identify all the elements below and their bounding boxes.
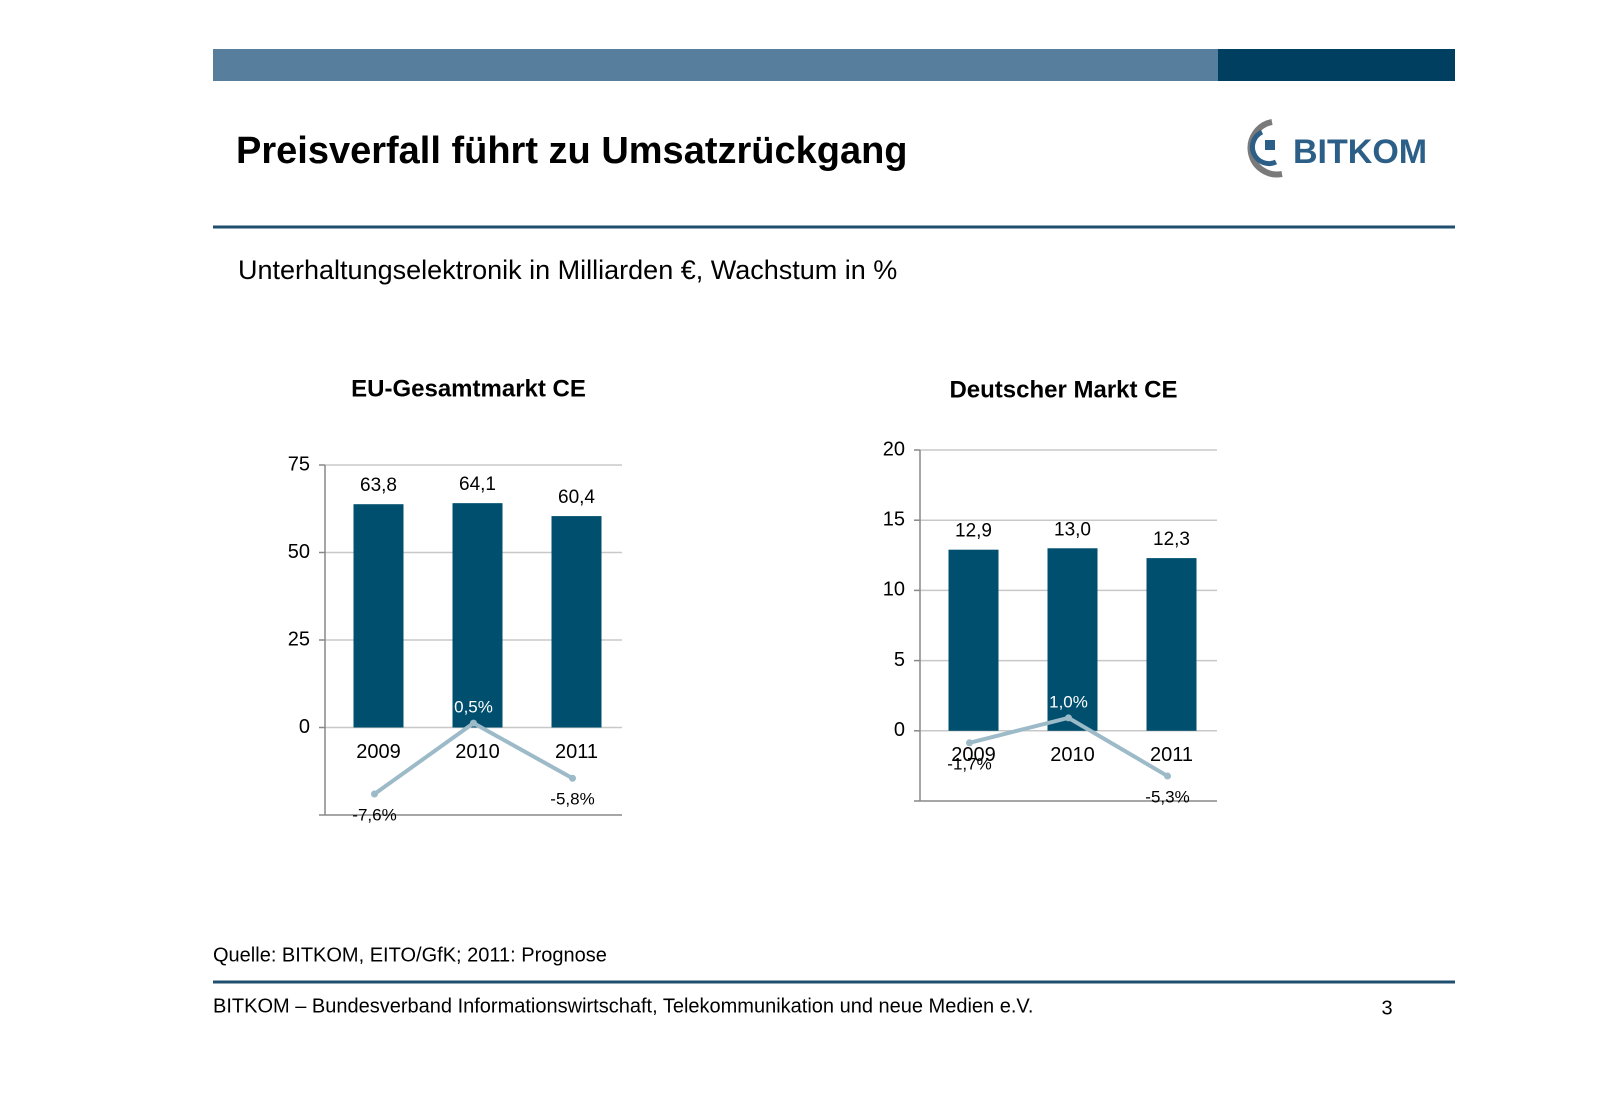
x-tick-label: 2010 [1050, 744, 1095, 766]
y-tick-label: 25 [288, 628, 310, 650]
y-tick-label: 75 [288, 453, 310, 475]
x-tick-label: 2011 [1150, 744, 1193, 766]
growth-value-label: -1,7% [947, 754, 991, 773]
bar-value-label: 13,0 [1054, 519, 1091, 540]
bar [353, 504, 404, 728]
x-tick-label: 2010 [455, 741, 500, 763]
logo-text: BITKOM [1293, 133, 1427, 171]
slide-title: Preisverfall führt zu Umsatzrückgang [236, 130, 908, 172]
logo-arc-inner [1249, 129, 1278, 167]
y-tick-label: 0 [894, 719, 905, 741]
top-banner [213, 49, 1218, 81]
x-tick-label: 2011 [555, 741, 598, 763]
bar [1146, 558, 1197, 731]
growth-value-label: -7,6% [352, 805, 396, 824]
bar [948, 549, 999, 731]
bar [452, 503, 503, 728]
footer-text: BITKOM – Bundesverband Informationswirts… [213, 995, 1033, 1017]
y-tick-label: 5 [894, 649, 905, 671]
y-tick-label: 15 [883, 508, 905, 530]
y-tick-label: 50 [288, 541, 310, 563]
y-tick-label: 20 [883, 438, 905, 460]
growth-point [569, 774, 576, 782]
growth-point [371, 790, 378, 798]
bar-value-label: 63,8 [360, 475, 397, 496]
bar-value-label: 64,1 [459, 474, 496, 495]
growth-point [1164, 772, 1171, 780]
source: Quelle: BITKOM, EITO/GfK; 2011: Prognose [213, 944, 607, 966]
x-tick-label: 2009 [951, 744, 996, 766]
growth-value-label: -5,3% [1145, 788, 1189, 807]
growth-value-label: 1,0% [1049, 692, 1088, 711]
growth-point [966, 739, 973, 747]
y-tick-label: 0 [299, 716, 310, 738]
growth-value-label: 0,5% [454, 698, 493, 717]
bar [551, 516, 602, 728]
top-banner-accent [1218, 49, 1455, 81]
bar [1047, 548, 1098, 731]
subtitle: Unterhaltungselektronik in Milliarden €,… [238, 255, 897, 285]
x-tick-label: 2009 [356, 741, 401, 763]
logo-square [1265, 140, 1275, 150]
page-number: 3 [1381, 997, 1392, 1019]
growth-point [1065, 714, 1072, 722]
growth-value-label: -5,8% [550, 790, 594, 809]
bar-value-label: 12,3 [1153, 529, 1190, 550]
growth-point [470, 719, 477, 727]
y-tick-label: 10 [883, 579, 905, 601]
bar-value-label: 12,9 [955, 521, 992, 542]
chart-title: EU-Gesamtmarkt CE [351, 375, 586, 402]
bar-value-label: 60,4 [558, 487, 595, 508]
chart-title: Deutscher Markt CE [949, 376, 1177, 403]
